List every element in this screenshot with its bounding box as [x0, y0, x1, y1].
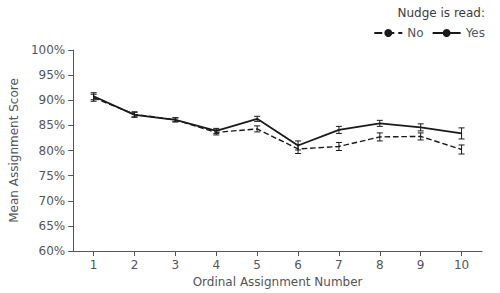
svg-text:6: 6 [294, 258, 302, 272]
svg-text:3: 3 [172, 258, 180, 272]
svg-text:4: 4 [212, 258, 220, 272]
svg-text:Mean Assignment Score: Mean Assignment Score [7, 78, 21, 223]
svg-text:5: 5 [253, 258, 261, 272]
svg-text:9: 9 [417, 258, 425, 272]
svg-text:2: 2 [131, 258, 139, 272]
svg-text:85%: 85% [39, 118, 66, 132]
svg-text:75%: 75% [39, 169, 66, 183]
svg-text:Yes: Yes [465, 26, 485, 40]
svg-text:8: 8 [376, 258, 384, 272]
svg-text:10: 10 [454, 258, 469, 272]
svg-text:95%: 95% [39, 68, 66, 82]
svg-text:80%: 80% [39, 144, 66, 158]
svg-text:65%: 65% [39, 219, 66, 233]
svg-text:70%: 70% [39, 194, 66, 208]
svg-text:No: No [407, 26, 423, 40]
svg-text:60%: 60% [39, 244, 66, 258]
svg-text:Nudge is read:: Nudge is read: [398, 6, 485, 20]
svg-text:100%: 100% [31, 43, 65, 57]
svg-text:Ordinal Assignment Number: Ordinal Assignment Number [193, 275, 363, 289]
svg-text:1: 1 [90, 258, 98, 272]
svg-text:7: 7 [335, 258, 343, 272]
svg-text:90%: 90% [39, 93, 66, 107]
